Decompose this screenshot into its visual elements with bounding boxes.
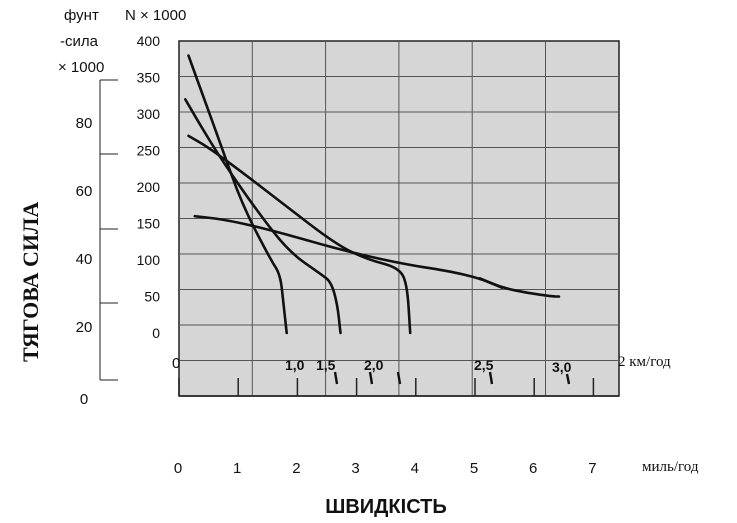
lbf-axis-tick: 60 — [76, 183, 93, 200]
curve-label: 2,0 — [364, 357, 384, 373]
mph-axis-tick: 5 — [470, 460, 478, 477]
curve-hook — [488, 371, 494, 385]
curve-1,0 — [187, 54, 288, 335]
lbf-axis-ticks: 0 20 40 60 80 — [76, 79, 118, 408]
y-axis-title: ТЯГОВА СИЛА — [18, 202, 43, 362]
lbf-unit-line2: -сила — [60, 33, 99, 50]
curve-hook — [333, 371, 339, 385]
lbf-unit-line1: фунт — [64, 7, 99, 24]
lbf-axis-tick: 80 — [76, 115, 93, 132]
curve-hook — [565, 373, 571, 385]
mph-axis-tick: 4 — [411, 460, 419, 477]
curve-2,5 — [193, 214, 504, 289]
mph-axis-tick: 1 — [233, 460, 241, 477]
curve-2,0 — [187, 134, 412, 335]
n-axis-tick: 150 — [137, 216, 161, 232]
mph-axis-tick: 0 — [174, 460, 182, 477]
n-axis-tick: 350 — [137, 70, 161, 86]
n-axis-tick: 50 — [144, 289, 160, 305]
mph-axis-tick: 3 — [351, 460, 359, 477]
curve-labels: 1,0 1,5 2,0 2,5 3,0 — [285, 357, 572, 385]
n-axis-tick: 200 — [137, 179, 161, 195]
lbf-axis-tick: 0 — [80, 391, 88, 408]
n-axis-tick: 300 — [137, 106, 161, 122]
curve-1,5 — [184, 98, 342, 335]
kmh-tick-0: 0 — [172, 355, 180, 372]
lbf-axis-tick: 40 — [76, 251, 93, 268]
curve-hook — [396, 371, 402, 385]
n-axis-tick: 0 — [152, 325, 160, 341]
lbf-unit-line3: × 1000 — [58, 59, 104, 76]
kmh-axis-unit: 2 км/год — [618, 354, 671, 370]
n-axis-tick: 100 — [137, 252, 161, 268]
n-axis-unit: N × 1000 — [125, 7, 186, 24]
grid-lines — [179, 41, 619, 396]
mph-axis-tick: 7 — [588, 460, 596, 477]
mph-axis-tick: 2 — [292, 460, 300, 477]
x-axis-title: ШВИДКІСТЬ — [325, 496, 446, 518]
curve-label: 2,5 — [474, 357, 494, 373]
mph-axis-unit: миль/год — [642, 459, 699, 475]
lbf-axis-tick: 20 — [76, 319, 93, 336]
curve-3,0 — [478, 277, 561, 298]
mph-axis-ticks: 0 1 2 3 4 5 6 7 — [174, 460, 597, 477]
n-axis-tick: 400 — [137, 33, 161, 49]
curve-label: 1,5 — [316, 357, 336, 373]
mph-scale — [178, 378, 619, 397]
curves — [184, 54, 561, 335]
mph-axis-tick: 6 — [529, 460, 537, 477]
curve-label: 3,0 — [552, 359, 572, 375]
curve-hook — [368, 371, 374, 385]
n-axis-tick: 250 — [137, 143, 161, 159]
curve-label: 1,0 — [285, 357, 305, 373]
n-axis-ticks: 0 50 100 150 200 250 300 350 400 — [137, 33, 161, 341]
